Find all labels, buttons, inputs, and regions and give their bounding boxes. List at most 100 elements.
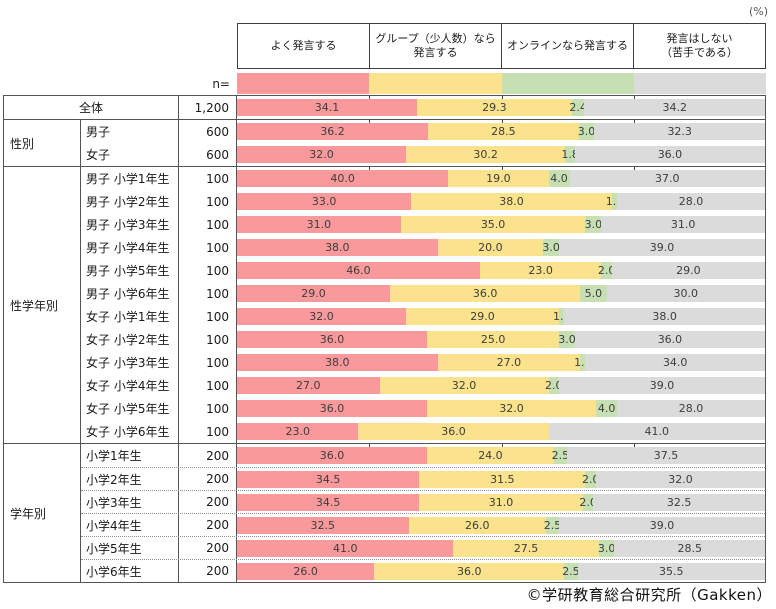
n-value: 100 bbox=[179, 351, 237, 374]
bar-segment: 3.0 bbox=[584, 216, 603, 233]
table-row: 男子 小学3年生 100 31.0 35.0 3.0 31.0 bbox=[81, 213, 765, 236]
bar-cell: 46.0 23.0 2.0 29.0 bbox=[237, 259, 765, 282]
bar-segment: 32.0 bbox=[379, 377, 549, 394]
legend-swatch bbox=[237, 73, 370, 94]
results-table: 全体 1,200 34.1 29.3 2.4 34.2 性別 男子 600 36.2 28.5 3.0… bbox=[3, 95, 766, 583]
n-value: 100 bbox=[179, 213, 237, 236]
grid-tick bbox=[369, 167, 371, 170]
grid-tick bbox=[501, 120, 503, 123]
bar-segment: 28.5 bbox=[428, 123, 579, 140]
grid-tick bbox=[369, 120, 371, 123]
table-row: 男子 小学1年生 100 40.0 19.0 4.0 37.0 bbox=[81, 167, 765, 190]
row-label: 男子 bbox=[81, 120, 179, 143]
table-row: 小学1年生 200 36.0 24.0 2.5 37.5 bbox=[81, 444, 765, 467]
table-row: 小学4年生 200 32.5 26.0 2.5 39.0 bbox=[81, 513, 765, 536]
column-header: オンラインなら発言する bbox=[501, 23, 634, 69]
stacked-bar: 38.0 27.0 1.0 34.0 bbox=[237, 354, 765, 371]
bar-segment: 36.0 bbox=[237, 447, 428, 464]
bar-segment: 24.0 bbox=[427, 447, 554, 464]
table-row: 女子 600 32.0 30.2 1.8 36.0 bbox=[81, 143, 765, 166]
n-value: 100 bbox=[179, 420, 237, 443]
row-label: 全体 bbox=[4, 96, 179, 119]
bar-segment: 2.0 bbox=[582, 471, 600, 488]
percent-unit-label: (%) bbox=[748, 5, 768, 18]
section: 性学年別 男子 小学1年生 100 40.0 19.0 4.0 37.0 男子 小学2年生 10… bbox=[4, 166, 765, 443]
bar-cell: 31.0 35.0 3.0 31.0 bbox=[237, 213, 765, 236]
n-value: 600 bbox=[179, 120, 237, 143]
bar-segment: 36.0 bbox=[574, 331, 765, 348]
table-row: 全体 1,200 34.1 29.3 2.4 34.2 bbox=[4, 96, 765, 119]
bar-segment: 35.5 bbox=[577, 563, 765, 580]
bar-segment: 46.0 bbox=[237, 262, 480, 279]
n-value: 100 bbox=[179, 190, 237, 213]
grid-tick bbox=[633, 120, 635, 123]
bar-cell: 29.0 36.0 5.0 30.0 bbox=[237, 282, 765, 305]
section-rows: 男子 小学1年生 100 40.0 19.0 4.0 37.0 男子 小学2年生 100 33.… bbox=[81, 167, 765, 443]
bar-segment: 38.0 bbox=[237, 354, 438, 371]
row-label: 小学6年生 bbox=[81, 560, 179, 582]
row-label: 男子 小学5年生 bbox=[81, 259, 179, 282]
row-label: 男子 小学1年生 bbox=[81, 167, 179, 190]
bar-segment: 34.0 bbox=[585, 354, 765, 371]
bar-segment: 38.0 bbox=[411, 193, 612, 210]
table-row: 女子 小学4年生 100 27.0 32.0 2.0 39.0 bbox=[81, 374, 765, 397]
table-row: 男子 小学5年生 100 46.0 23.0 2.0 29.0 bbox=[81, 259, 765, 282]
bar-segment: 29.0 bbox=[405, 308, 560, 325]
bar-segment: 41.0 bbox=[237, 540, 454, 557]
bar-segment: 4.0 bbox=[548, 170, 570, 187]
stacked-bar: 23.0 36.0 41.0 bbox=[237, 423, 765, 440]
bar-segment: 39.0 bbox=[559, 239, 765, 256]
row-label: 小学3年生 bbox=[81, 491, 179, 513]
bar-segment: 1.8 bbox=[561, 146, 579, 163]
table-row: 女子 小学6年生 100 23.0 36.0 41.0 bbox=[81, 420, 765, 443]
grid-tick bbox=[369, 96, 371, 99]
legend-swatch bbox=[501, 73, 634, 94]
row-label: 小学5年生 bbox=[81, 537, 179, 559]
bar-segment: 3.0 bbox=[597, 540, 616, 557]
section-rows: 小学1年生 200 36.0 24.0 2.5 37.5 小学2年生 200 34.5 31.5 2… bbox=[81, 444, 765, 582]
bar-segment: 2.4 bbox=[569, 99, 587, 116]
bar-segment: 33.0 bbox=[237, 193, 412, 210]
bar-segment: 26.0 bbox=[408, 517, 546, 534]
bar-cell: 32.0 29.0 1.0 38.0 bbox=[237, 305, 765, 328]
footer-credit: ©学研教育総合研究所（Gakken） bbox=[526, 586, 772, 604]
stacked-bar: 34.5 31.5 2.0 32.0 bbox=[237, 471, 765, 488]
bar-cell: 34.5 31.0 2.0 32.5 bbox=[237, 491, 765, 513]
bar-segment: 20.0 bbox=[437, 239, 544, 256]
bar-segment: 36.0 bbox=[237, 400, 428, 417]
table-row: 女子 小学3年生 100 38.0 27.0 1.0 34.0 bbox=[81, 351, 765, 374]
bar-segment: 36.0 bbox=[390, 285, 581, 302]
table-row: 小学6年生 200 26.0 36.0 2.5 35.5 bbox=[81, 559, 765, 582]
bar-cell: 36.2 28.5 3.0 32.3 bbox=[237, 120, 765, 143]
row-label: 女子 小学4年生 bbox=[81, 374, 179, 397]
bar-segment: 39.0 bbox=[559, 517, 765, 534]
bar-segment: 2.0 bbox=[597, 262, 616, 279]
bar-segment: 28.0 bbox=[617, 400, 765, 417]
bar-cell: 26.0 36.0 2.5 35.5 bbox=[237, 560, 765, 582]
legend-swatch bbox=[633, 73, 766, 94]
row-label: 男子 小学6年生 bbox=[81, 282, 179, 305]
bar-cell: 38.0 27.0 1.0 34.0 bbox=[237, 351, 765, 374]
bar-segment: 38.0 bbox=[564, 308, 765, 325]
bar-segment: 36.0 bbox=[237, 331, 428, 348]
bar-segment: 2.0 bbox=[545, 377, 563, 394]
n-value: 1,200 bbox=[179, 96, 237, 119]
bar-segment: 37.0 bbox=[569, 170, 765, 187]
stacked-bar: 41.0 27.5 3.0 28.5 bbox=[237, 540, 765, 557]
row-label: 女子 小学6年生 bbox=[81, 420, 179, 443]
bar-segment: 37.5 bbox=[566, 447, 765, 464]
n-value: 200 bbox=[179, 468, 237, 490]
bar-segment: 4.0 bbox=[596, 400, 618, 417]
table-row: 女子 小学2年生 100 36.0 25.0 3.0 36.0 bbox=[81, 328, 765, 351]
stacked-bar: 33.0 38.0 1.0 28.0 bbox=[237, 193, 765, 210]
bar-segment: 32.0 bbox=[237, 146, 406, 163]
bar-segment: 29.0 bbox=[611, 262, 765, 279]
table-row: 男子 小学4年生 100 38.0 20.0 3.0 39.0 bbox=[81, 236, 765, 259]
bar-cell: 32.0 30.2 1.8 36.0 bbox=[237, 143, 765, 166]
stacked-bar: 36.0 24.0 2.5 37.5 bbox=[237, 447, 765, 464]
bar-segment: 2.5 bbox=[551, 447, 570, 464]
stacked-bar: 38.0 20.0 3.0 39.0 bbox=[237, 239, 765, 256]
bar-segment: 32.3 bbox=[594, 123, 765, 140]
bar-segment: 30.0 bbox=[606, 285, 765, 302]
